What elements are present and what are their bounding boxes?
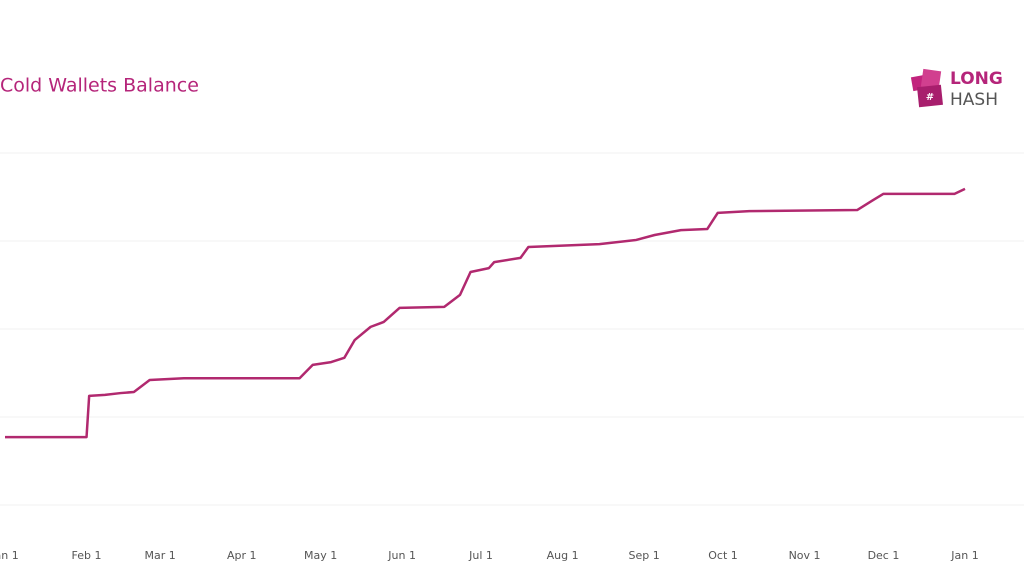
chart-title: Cold Wallets Balance <box>0 75 199 97</box>
x-tick-label: Nov 1 <box>789 549 821 562</box>
x-tick-label: Jun 1 <box>387 549 416 562</box>
x-tick-label: Aug 1 <box>547 549 579 562</box>
svg-text:#: # <box>926 92 934 103</box>
logo-text: HASH <box>950 90 998 110</box>
data-line <box>5 187 966 439</box>
x-tick-label: Mar 1 <box>145 549 176 562</box>
x-tick-label: Jul 1 <box>468 549 493 562</box>
x-tick-label: Apr 1 <box>227 549 257 562</box>
x-tick-label: Jan 1 <box>0 549 19 562</box>
x-tick-label: Oct 1 <box>708 549 738 562</box>
logo: # LONG HASH <box>910 68 1003 110</box>
x-tick-label: Feb 1 <box>72 549 102 562</box>
logo-text: LONG <box>950 69 1003 89</box>
x-tick-label: Jan 1 <box>950 549 978 562</box>
x-tick-label: May 1 <box>304 549 337 562</box>
x-tick-label: Sep 1 <box>629 549 660 562</box>
x-tick-label: Dec 1 <box>868 549 900 562</box>
